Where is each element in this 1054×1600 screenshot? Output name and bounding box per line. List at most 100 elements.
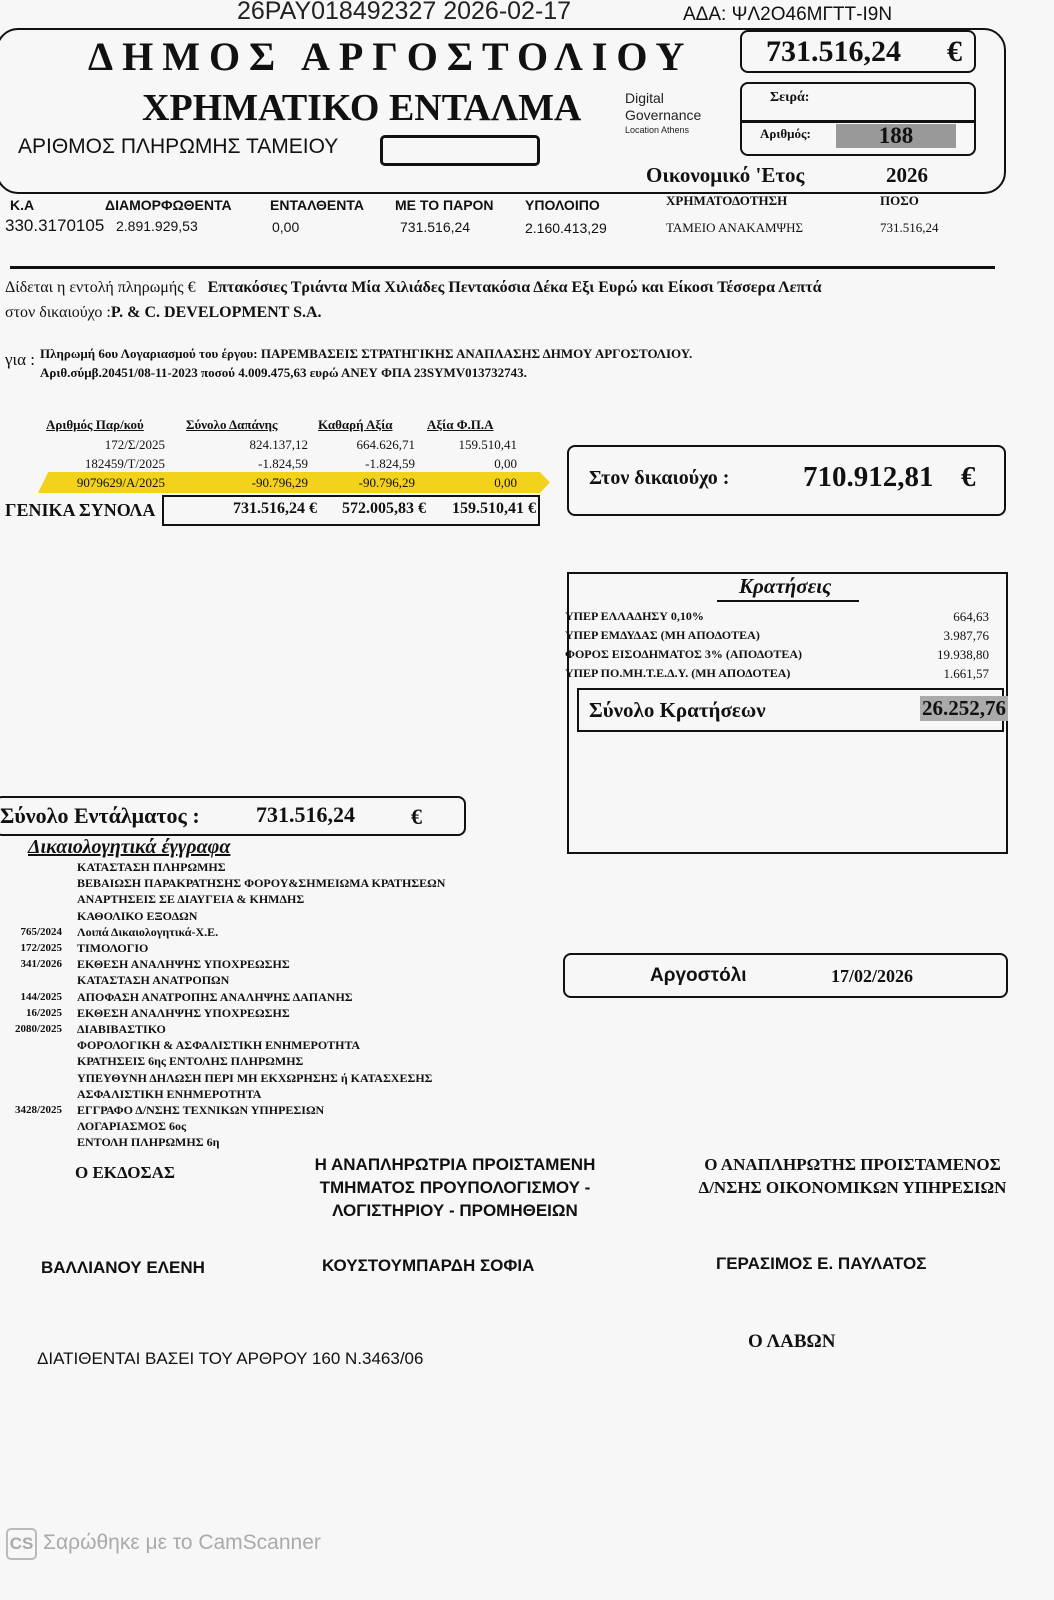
invoice-amount: -90.796,29 bbox=[251, 475, 308, 490]
invoice-header: Καθαρή Αξία bbox=[318, 417, 393, 432]
signature-stamp-line: Governance bbox=[625, 107, 702, 123]
beneficiary-amount: 710.912,81 bbox=[803, 461, 934, 493]
budget-header: ΠΟΣΟ bbox=[880, 193, 919, 208]
deduction-amount: 1.661,57 bbox=[943, 666, 990, 681]
total-net: 572.005,83 € bbox=[342, 500, 426, 517]
head-title-line: ΤΜΗΜΑΤΟΣ ΠΡΟΥΠΟΛΟΓΙΣΜΟΥ - bbox=[319, 1178, 591, 1197]
ada-code: ΑΔΑ: ΨΛ2Ο46ΜΓΤΤ-Ι9Ν bbox=[683, 4, 893, 25]
invoice-amount: 824.137,12 bbox=[249, 437, 309, 452]
series-label: Σειρά: bbox=[770, 90, 810, 105]
payment-number-label: ΑΡΙΘΜΟΣ ΠΛΗΡΩΜΗΣ ΤΑΜΕΙΟΥ bbox=[18, 135, 339, 158]
budget-header: ΜΕ ΤΟ ΠΑΡΟΝ bbox=[395, 197, 494, 213]
document-item: ΕΓΓΡΑΦΟ Δ/ΝΣΗΣ ΤΕΧΝΙΚΩΝ ΥΠΗΡΕΣΙΩΝ bbox=[77, 1103, 325, 1117]
beneficiary-amount-box: Στον δικαιούχο : 710.912,81 € bbox=[567, 445, 1006, 516]
camscanner-logo: CS bbox=[6, 1528, 37, 1560]
invoice-amount: 0,00 bbox=[494, 475, 517, 490]
document-item: ΚΑΤΑΣΤΑΣΗ ΑΝΑΤΡΟΠΩΝ bbox=[77, 973, 230, 988]
invoice-amount: 159.510,41 bbox=[458, 437, 518, 452]
invoice-header: Αριθμός Παρ/κού bbox=[46, 417, 144, 432]
budget-value: 2.891.929,53 bbox=[116, 218, 198, 234]
budget-value: 2.160.413,29 bbox=[525, 220, 607, 236]
director-title: Ο ΑΝΑΠΛΗΡΩΤΗΣ ΠΡΟΙΣΤΑΜΕΝΟΣ Δ/ΝΣΗΣ ΟΙΚΟΝΟ… bbox=[680, 1153, 1025, 1199]
municipality-name: ΔΗΜΟΣ ΑΡΓΟΣΤΟΛΙΟΥ bbox=[88, 34, 694, 79]
head-title: Η ΑΝΑΠΛΗΡΩΤΡΙΑ ΠΡΟΙΣΤΑΜΕΝΗ ΤΜΗΜΑΤΟΣ ΠΡΟΥ… bbox=[300, 1153, 610, 1222]
date: 17/02/2026 bbox=[831, 966, 914, 986]
amount-in-words: Επτακόσιες Τριάντα Μία Χιλιάδες Πεντακόσ… bbox=[207, 279, 822, 296]
number-value: 188 bbox=[836, 124, 956, 148]
invoice-amount: -1.824,59 bbox=[365, 456, 415, 471]
deduction-label: ΥΠΕΡ ΕΜΔΥΔΑΣ (ΜΗ ΑΠΟΔΟΤΕΑ) bbox=[565, 628, 760, 642]
purpose-line: Πληρωμή 6ου Λογαριασμού του έργου: ΠΑΡΕΜ… bbox=[40, 346, 693, 361]
signature-stamp-line: Digital bbox=[625, 90, 664, 106]
invoice-amount: -1.824,59 bbox=[258, 456, 308, 471]
beneficiary-name: P. & C. DEVELOPMENT S.A. bbox=[110, 304, 322, 321]
deductions-total-label: Σύνολο Κρατήσεων bbox=[589, 698, 766, 722]
payment-number-field bbox=[380, 135, 540, 166]
deduction-amount: 3.987,76 bbox=[943, 628, 990, 643]
invoice-amount: 0,00 bbox=[494, 456, 517, 471]
deduction-amount: 664,63 bbox=[953, 609, 989, 624]
highlight-marker bbox=[38, 472, 550, 493]
number-label: Αριθμός: bbox=[760, 126, 811, 141]
deductions-total: 26.252,76 bbox=[920, 696, 1008, 721]
document-item: ΥΠΕΥΘΥΝΗ ΔΗΛΩΣΗ ΠΕΡΙ ΜΗ ΕΚΧΩΡΗΣΗΣ ή ΚΑΤΑ… bbox=[77, 1070, 433, 1085]
director-name: ΓΕΡΑΣΙΜΟΣ Ε. ΠΑΥΛΑΤΟΣ bbox=[716, 1254, 927, 1273]
document-item: ΚΡΑΤΗΣΕΙΣ 6ης ΕΝΤΟΛΗΣ ΠΛΗΡΩΜΗΣ bbox=[77, 1054, 304, 1069]
budget-value: 0,00 bbox=[272, 219, 300, 235]
totals-label: ΓΕΝΙΚΑ ΣΥΝΟΛΑ bbox=[5, 500, 156, 520]
warrant-total-amount: 731.516,24 bbox=[256, 802, 355, 827]
invoice-amount: 664.626,71 bbox=[356, 437, 416, 452]
director-title-line: Ο ΑΝΑΠΛΗΡΩΤΗΣ ΠΡΟΙΣΤΑΜΕΝΟΣ bbox=[704, 1155, 1001, 1174]
place-date-box: Αργοστόλι 17/02/2026 bbox=[563, 953, 1008, 998]
deduction-label: ΥΠΕΡ ΠΟ.ΜΗ.Τ.Ε.Δ.Υ. (ΜΗ ΑΠΟΔΟΤΕΑ) bbox=[565, 666, 791, 680]
order-label: Δίδεται η εντολή πληρωμής € bbox=[5, 279, 196, 296]
series-number-box: Σειρά: Αριθμός: 188 bbox=[740, 82, 976, 156]
amount-box: 731.516,24 € bbox=[740, 30, 976, 73]
digital-stamp: 26PAY018492327 2026-02-17 bbox=[237, 0, 572, 25]
document-item: ΤΙΜΟΛΟΓΙΟ bbox=[77, 941, 149, 955]
document-item: ΦΟΡΟΛΟΓΙΚΗ & ΑΣΦΑΛΙΣΤΙΚΗ ΕΝΗΜΕΡΟΤΗΤΑ bbox=[77, 1038, 360, 1053]
budget-header: ΧΡΗΜΑΤΟΔΟΤΗΣΗ bbox=[666, 193, 788, 208]
issuer-name: ΒΑΛΛΙΑΝΟΥ ΕΛΕΝΗ bbox=[41, 1258, 205, 1277]
deduction-label: ΦΟΡΟΣ ΕΙΣΟΔΗΜΑΤΟΣ 3% (ΑΠΟΔΟΤΕΑ) bbox=[565, 647, 803, 661]
total-expense: 731.516,24 € bbox=[233, 500, 317, 517]
document-item: ΕΚΘΕΣΗ ΑΝΑΛΗΨΗΣ ΥΠΟΧΡΕΩΣΗΣ bbox=[77, 1005, 290, 1020]
budget-header: ΔΙΑΜΟΡΦΩΘΕΝΤΑ bbox=[105, 197, 232, 213]
document-code: 2080/2025 bbox=[14, 1023, 62, 1035]
header-frame bbox=[0, 28, 1006, 194]
signature-stamp-line: Location Athens bbox=[625, 125, 690, 135]
deduction-label: ΥΠΕΡ ΕΛΛΑΔΗΣΥ 0,10% bbox=[565, 609, 704, 623]
head-name: ΚΟΥΣΤΟΥΜΠΑΡΔΗ ΣΟΦΙΑ bbox=[322, 1256, 535, 1275]
deductions-title: Κρατήσεις bbox=[739, 574, 832, 598]
invoice-number: 9079629/Α/2025 bbox=[76, 475, 165, 490]
document-code: 765/2024 bbox=[20, 925, 62, 938]
budget-header: Κ.Α bbox=[10, 197, 35, 213]
document-item: ΑΠΟΦΑΣΗ ΑΝΑΤΡΟΠΗΣ ΑΝΑΛΗΨΗΣ ΔΑΠΑΝΗΣ bbox=[77, 989, 353, 1004]
document-code: 341/2026 bbox=[20, 958, 62, 971]
documents-title: Δικαιολογητικά έγγραφα bbox=[28, 836, 231, 858]
currency-symbol: € bbox=[947, 34, 962, 68]
budget-value: 731.516,24 bbox=[880, 220, 939, 235]
budget-value: 330.3170105 bbox=[5, 216, 105, 235]
currency-symbol: € bbox=[961, 461, 976, 493]
document-item: ΑΝΑΡΤΗΣΕΙΣ ΣΕ ΔΙΑΥΓΕΙΑ & ΚΗΜΔΗΣ bbox=[77, 892, 305, 907]
document-item: Λοιπά Δικαιολογητικά-Χ.Ε. bbox=[77, 924, 219, 939]
invoice-header: Σύνολο Δαπάνης bbox=[186, 417, 278, 432]
document-code: 144/2025 bbox=[20, 990, 62, 1003]
issuer-title: Ο ΕΚΔΟΣΑΣ bbox=[75, 1163, 176, 1182]
document-item: ΒΕΒΑΙΩΣΗ ΠΑΡΑΚΡΑΤΗΣΗΣ ΦΟΡΟΥ&ΣΗΜΕΙΩΜΑ ΚΡΑ… bbox=[77, 876, 446, 891]
deduction-amount: 19.938,80 bbox=[937, 647, 989, 662]
warrant-total-label: Σύνολο Εντάλματος : bbox=[0, 803, 200, 828]
receiver-title: Ο ΛΑΒΩΝ bbox=[748, 1331, 836, 1352]
document-item: ΚΑΘΟΛΙΚΟ ΕΞΟΔΩΝ bbox=[77, 908, 198, 923]
fiscal-year: 2026 bbox=[886, 163, 928, 187]
document-item: ΛΟΓΑΡΙΑΣΜΟΣ 6ος bbox=[77, 1119, 187, 1134]
document-title: ΧΡΗΜΑΤΙΚΟ ΕΝΤΑΛΜΑ bbox=[142, 87, 582, 129]
invoice-number: 182459/Τ/2025 bbox=[84, 456, 165, 471]
place: Αργοστόλι bbox=[650, 965, 747, 986]
head-title-line: ΛΟΓΙΣΤΗΡΙΟΥ - ΠΡΟΜΗΘΕΙΩΝ bbox=[332, 1201, 578, 1220]
budget-header: ΥΠΟΛΟΙΠΟ bbox=[525, 197, 600, 213]
document-code: 3428/2025 bbox=[14, 1104, 62, 1116]
beneficiary-line: στον δικαιούχο :P. & C. DEVELOPMENT S.A. bbox=[5, 304, 322, 322]
invoice-header: Αξία Φ.Π.Α bbox=[427, 417, 494, 432]
